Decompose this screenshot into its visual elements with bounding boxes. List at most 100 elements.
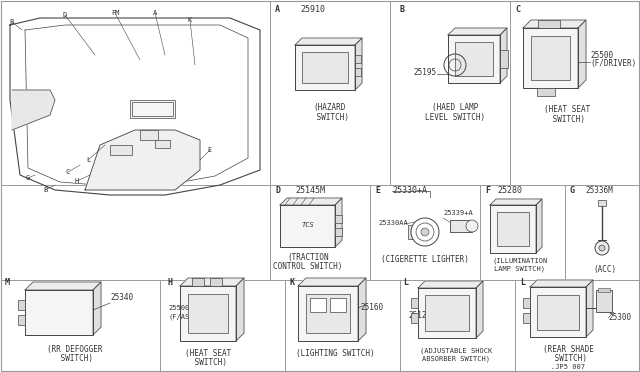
Text: 25120: 25120	[408, 311, 431, 320]
Text: SWITCH): SWITCH)	[189, 358, 227, 367]
Text: LEVEL SWITCH): LEVEL SWITCH)	[425, 113, 485, 122]
Text: 25500: 25500	[590, 51, 613, 60]
Bar	[130, 100, 175, 118]
Bar	[132, 102, 173, 116]
Bar	[155, 140, 170, 148]
Text: E: E	[208, 147, 212, 153]
Polygon shape	[236, 278, 244, 341]
Bar	[523, 298, 530, 308]
Text: FM: FM	[111, 10, 119, 16]
Text: SWITCH): SWITCH)	[548, 115, 586, 124]
Text: L: L	[520, 278, 525, 287]
Polygon shape	[298, 278, 366, 286]
Bar	[335, 215, 342, 223]
Text: M: M	[5, 278, 10, 287]
Text: 25160: 25160	[360, 303, 383, 312]
Polygon shape	[85, 130, 200, 190]
Bar	[110, 145, 132, 155]
Polygon shape	[10, 18, 260, 195]
Text: 25330AA: 25330AA	[378, 220, 408, 226]
Bar	[355, 55, 361, 63]
Text: LAMP SWITCH): LAMP SWITCH)	[495, 266, 545, 273]
Polygon shape	[530, 280, 593, 287]
Polygon shape	[476, 281, 483, 338]
Text: (TRACTION: (TRACTION	[287, 253, 329, 262]
Polygon shape	[93, 282, 101, 335]
Text: RBL: RBL	[202, 311, 214, 317]
Bar	[418, 288, 476, 338]
Text: 25300: 25300	[608, 313, 631, 322]
Text: 25195: 25195	[413, 68, 436, 77]
Bar	[411, 313, 418, 323]
Bar	[330, 298, 346, 312]
Text: 25500+A: 25500+A	[168, 305, 198, 311]
Text: (ACC): (ACC)	[593, 265, 616, 274]
Text: (RR DEFOGGER: (RR DEFOGGER	[47, 345, 103, 354]
Polygon shape	[586, 280, 593, 337]
Text: 25145M: 25145M	[295, 186, 325, 195]
Bar	[598, 200, 606, 206]
Bar	[530, 287, 586, 337]
Bar	[302, 52, 348, 83]
Polygon shape	[335, 198, 342, 247]
Text: ABSORBER SWITCH): ABSORBER SWITCH)	[422, 356, 490, 362]
Circle shape	[466, 220, 478, 232]
Bar	[192, 278, 204, 286]
Polygon shape	[25, 282, 101, 290]
Text: (F/DRIVER): (F/DRIVER)	[590, 59, 636, 68]
Text: 25330+A: 25330+A	[392, 186, 427, 195]
Text: K: K	[290, 278, 295, 287]
Text: C: C	[66, 169, 70, 175]
Text: D: D	[63, 12, 67, 18]
Text: C: C	[515, 5, 520, 14]
Text: SWITCH): SWITCH)	[56, 354, 93, 363]
Polygon shape	[523, 20, 586, 28]
Bar	[523, 313, 530, 323]
Text: G: G	[26, 175, 30, 181]
Bar	[18, 315, 25, 325]
Bar	[537, 295, 579, 330]
Polygon shape	[536, 199, 542, 253]
Bar	[450, 220, 472, 232]
Bar	[408, 225, 416, 239]
Circle shape	[411, 218, 439, 246]
Bar	[523, 28, 578, 88]
Bar	[355, 68, 361, 76]
Text: E: E	[375, 186, 380, 195]
Bar	[411, 298, 418, 308]
Bar	[298, 286, 358, 341]
Text: B: B	[10, 19, 14, 25]
Bar	[425, 295, 469, 331]
Text: 25280: 25280	[497, 186, 522, 195]
Bar	[537, 88, 555, 96]
Circle shape	[599, 245, 605, 251]
Text: 25339+A: 25339+A	[443, 210, 473, 216]
Bar	[280, 205, 335, 247]
Bar	[596, 290, 612, 312]
Text: .JP5 007: .JP5 007	[551, 364, 585, 370]
Bar	[598, 288, 610, 292]
Polygon shape	[295, 38, 362, 45]
Bar	[188, 294, 228, 333]
Text: H: H	[168, 278, 173, 287]
Text: 25910: 25910	[300, 5, 325, 14]
Polygon shape	[500, 28, 507, 83]
Text: 25340: 25340	[110, 293, 133, 302]
Text: TCS: TCS	[301, 222, 314, 228]
Text: SWITCH): SWITCH)	[312, 113, 349, 122]
Bar	[306, 294, 350, 333]
Bar	[335, 228, 342, 236]
Bar	[538, 20, 560, 28]
Text: F: F	[485, 186, 490, 195]
Text: A: A	[275, 5, 280, 14]
Text: (HEAT SEAT: (HEAT SEAT	[544, 105, 590, 114]
Text: 25336M: 25336M	[585, 186, 612, 195]
Polygon shape	[578, 20, 586, 88]
Polygon shape	[12, 90, 55, 130]
Text: (F/ASSIST): (F/ASSIST)	[168, 314, 211, 321]
Text: (LIGHTING SWITCH): (LIGHTING SWITCH)	[296, 349, 374, 358]
Text: B: B	[400, 5, 405, 14]
Bar	[295, 45, 355, 90]
Text: (REAR SHADE: (REAR SHADE	[543, 345, 593, 354]
Text: (HAED LAMP: (HAED LAMP	[432, 103, 478, 112]
